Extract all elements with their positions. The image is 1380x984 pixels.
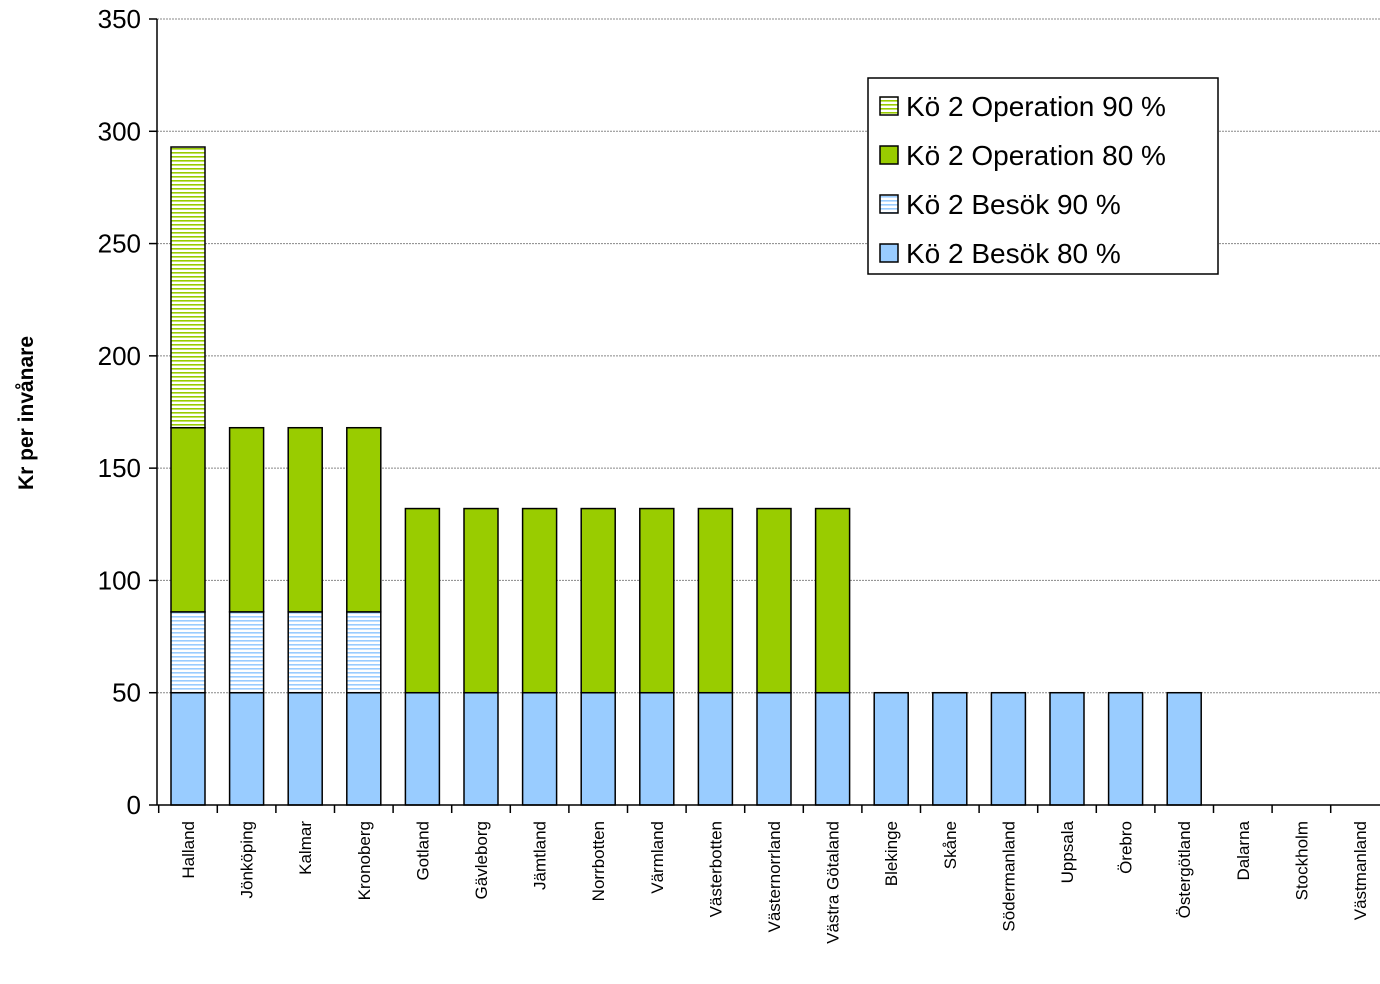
bar-segment-blekinge-0 bbox=[873, 691, 909, 806]
legend-swatch bbox=[879, 194, 899, 214]
legend-label: Kö 2 Operation 80 % bbox=[906, 140, 1166, 171]
x-tick-label: Örebro bbox=[1117, 821, 1136, 874]
x-tick-label: Östergötland bbox=[1175, 821, 1194, 918]
y-tick-label: 250 bbox=[98, 229, 141, 259]
x-tick-label: Kalmar bbox=[296, 821, 315, 875]
y-tick-label: 200 bbox=[98, 341, 141, 371]
y-tick-label: 300 bbox=[98, 116, 141, 146]
bar-segment-västerbotten-0 bbox=[697, 691, 734, 806]
bar-segment-halland-0 bbox=[170, 691, 206, 806]
x-tick-label: Gävleborg bbox=[472, 821, 491, 899]
bar-segment-halland-3 bbox=[170, 146, 206, 429]
bar-segment-halland-1 bbox=[170, 611, 206, 694]
x-tick-label: Stockholm bbox=[1292, 821, 1311, 900]
x-tick-label: Halland bbox=[179, 821, 198, 879]
x-tick-label: Jämtland bbox=[531, 821, 550, 890]
bar-segment-gotland-2 bbox=[404, 507, 441, 694]
bar-segment-östergötland-0 bbox=[1166, 691, 1202, 806]
bar-segment-skåne-0 bbox=[932, 691, 968, 806]
bar-segment-norrbotten-0 bbox=[580, 691, 616, 806]
bar-segment-kalmar-1 bbox=[287, 611, 323, 694]
bars bbox=[170, 146, 1202, 806]
x-tick-label: Gotland bbox=[413, 821, 432, 881]
legend-box bbox=[867, 77, 1219, 275]
bar-segment-jämtland-2 bbox=[521, 507, 558, 694]
bar-segment-västerbotten-2 bbox=[697, 507, 734, 694]
legend-swatch bbox=[879, 145, 899, 165]
x-tick-label: Uppsala bbox=[1058, 820, 1077, 883]
x-tick-label: Västerbotten bbox=[706, 821, 725, 917]
x-tick-label: Jönköping bbox=[238, 821, 257, 899]
bar-segment-norrbotten-2 bbox=[580, 507, 616, 694]
bar-segment-jönköping-1 bbox=[228, 611, 265, 694]
x-tick-label: Dalarna bbox=[1234, 820, 1253, 880]
x-tick-label: Kronoberg bbox=[355, 821, 374, 900]
bar-segment-västernorrland-0 bbox=[756, 691, 792, 806]
legend-label: Kö 2 Besök 80 % bbox=[906, 238, 1121, 269]
bar-segment-värmland-2 bbox=[639, 507, 675, 694]
axes: 0 50 100 150 200 250 300 350 Halland Jönköping Kal… bbox=[98, 4, 1380, 944]
bar-segment-kalmar-0 bbox=[287, 691, 323, 806]
x-tick-label: Värmland bbox=[648, 821, 667, 894]
legend-swatch bbox=[879, 96, 899, 116]
x-tick-label: Södermanland bbox=[999, 821, 1018, 932]
bar-segment-västernorrland-2 bbox=[756, 507, 792, 694]
y-axis-label: Kr per invånare bbox=[15, 336, 38, 490]
bar-segment-halland-2 bbox=[170, 426, 206, 613]
bar-segment-västra-götaland-0 bbox=[814, 691, 851, 806]
bar-segment-jönköping-2 bbox=[228, 426, 265, 613]
x-tick-label: Skåne bbox=[941, 821, 960, 869]
bar-segment-kalmar-2 bbox=[287, 426, 323, 613]
x-tick-label: Västmanland bbox=[1351, 821, 1370, 920]
legend: Kö 2 Operation 90 % Kö 2 Operation 80 % Kö… bbox=[867, 77, 1219, 275]
x-tick-label: Västra Götaland bbox=[824, 821, 843, 944]
y-tick-label: 50 bbox=[112, 678, 141, 708]
bar-segment-gotland-0 bbox=[404, 691, 441, 806]
bar-segment-värmland-0 bbox=[639, 691, 675, 806]
y-tick-label: 100 bbox=[98, 565, 141, 595]
bar-segment-kronoberg-2 bbox=[346, 426, 382, 613]
bar-segment-kronoberg-1 bbox=[346, 611, 382, 694]
bar-segment-västra-götaland-2 bbox=[814, 507, 851, 694]
bar-segment-jönköping-0 bbox=[228, 691, 265, 806]
y-tick-label: 0 bbox=[127, 790, 141, 820]
x-tick-label: Västernorrland bbox=[765, 821, 784, 933]
bar-segment-uppsala-0 bbox=[1049, 691, 1085, 806]
bar-segment-södermanland-0 bbox=[990, 691, 1027, 806]
bar-segment-gävleborg-2 bbox=[463, 507, 499, 694]
bar-segment-jämtland-0 bbox=[521, 691, 558, 806]
x-tick-label: Blekinge bbox=[882, 821, 901, 886]
y-tick-label: 350 bbox=[98, 4, 141, 34]
legend-label: Kö 2 Besök 90 % bbox=[906, 189, 1121, 220]
x-tick-label: Norrbotten bbox=[589, 821, 608, 901]
legend-swatch bbox=[879, 243, 899, 263]
y-tick-label: 150 bbox=[98, 453, 141, 483]
bar-segment-kronoberg-0 bbox=[346, 691, 382, 806]
legend-label: Kö 2 Operation 90 % bbox=[906, 91, 1166, 122]
bar-segment-örebro-0 bbox=[1107, 691, 1144, 806]
bar-segment-gävleborg-0 bbox=[463, 691, 499, 806]
